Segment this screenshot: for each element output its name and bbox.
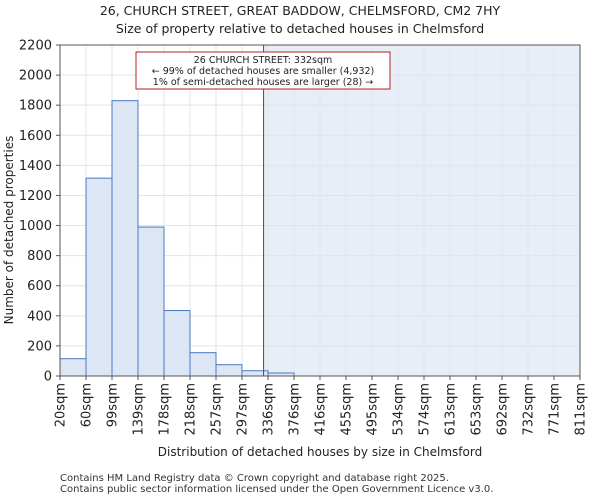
x-tick-label: 613sqm	[444, 383, 459, 436]
y-tick-label: 2200	[19, 39, 52, 54]
x-tick-label: 178sqm	[158, 383, 173, 436]
y-tick-label: 200	[27, 339, 52, 354]
x-tick-label: 60sqm	[80, 383, 95, 427]
x-axis-label: Distribution of detached houses by size …	[158, 445, 482, 459]
annotation-line-1: 26 CHURCH STREET: 332sqm	[194, 55, 333, 66]
x-tick-label: 811sqm	[574, 383, 589, 436]
annotation-line-2: ← 99% of detached houses are smaller (4,…	[152, 66, 375, 77]
x-tick-label: 376sqm	[288, 383, 303, 436]
bar-20sqm	[59, 358, 87, 377]
y-tick-label: 1200	[19, 189, 52, 204]
y-tick-label: 2000	[19, 69, 52, 84]
bar-297sqm	[241, 370, 269, 377]
x-tick-label: 336sqm	[262, 383, 277, 436]
x-tick-label: 653sqm	[470, 383, 485, 436]
x-tick-label: 495sqm	[366, 383, 381, 436]
bar-139sqm	[137, 226, 165, 377]
y-tick-label: 800	[27, 249, 52, 264]
x-tick-label: 20sqm	[54, 383, 69, 427]
x-tick-label: 574sqm	[418, 383, 433, 436]
footer-licence: Contains public sector information licen…	[60, 484, 494, 495]
x-axis: 20sqm 60sqm 99sqm 139sqm 178sqm 218sqm 257sqm 2…	[54, 376, 589, 436]
x-tick-label: 771sqm	[548, 383, 563, 436]
y-tick-label: 1600	[19, 129, 52, 144]
x-tick-label: 218sqm	[184, 383, 199, 436]
bars	[59, 100, 295, 377]
x-tick-label: 257sqm	[210, 383, 225, 436]
x-tick-label: 732sqm	[522, 383, 537, 436]
bar-218sqm	[189, 352, 217, 377]
annotation-box: 26 CHURCH STREET: 332sqm ← 99% of detach…	[135, 51, 391, 90]
x-tick-label: 534sqm	[392, 383, 407, 436]
x-tick-label: 416sqm	[314, 383, 329, 436]
chart-title: 26, CHURCH STREET, GREAT BADDOW, CHELMSF…	[99, 3, 501, 18]
y-axis-label: Number of detached properties	[2, 136, 16, 325]
bar-257sqm	[215, 364, 243, 377]
y-tick-label: 1000	[19, 219, 52, 234]
footer-copyright: Contains HM Land Registry data © Crown c…	[60, 473, 449, 484]
x-tick-label: 139sqm	[132, 383, 147, 436]
annotation-line-3: 1% of semi-detached houses are larger (2…	[153, 77, 373, 88]
y-axis: 0 200 400 600 800 1000 1200 1400 1600 1800 2000 220…	[19, 39, 60, 385]
y-tick-label: 1800	[19, 99, 52, 114]
bar-99sqm	[111, 100, 139, 377]
x-tick-label: 99sqm	[106, 383, 121, 427]
chart-subtitle: Size of property relative to detached ho…	[115, 21, 485, 36]
y-tick-label: 400	[27, 309, 52, 324]
x-tick-label: 692sqm	[496, 383, 511, 436]
x-tick-label: 455sqm	[340, 383, 355, 436]
y-tick-label: 0	[44, 370, 52, 385]
bar-60sqm	[85, 177, 113, 377]
highlight-region	[263, 45, 580, 376]
x-tick-label: 297sqm	[236, 383, 251, 436]
y-tick-label: 600	[27, 279, 52, 294]
y-tick-label: 1400	[19, 159, 52, 174]
bar-178sqm	[163, 310, 191, 377]
